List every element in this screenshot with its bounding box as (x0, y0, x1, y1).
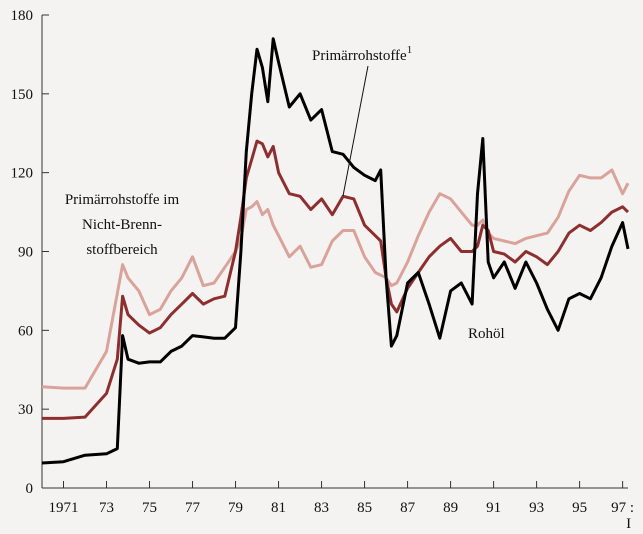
x-tick-label: 89 (443, 500, 458, 516)
x-tick-label: 73 (99, 500, 114, 516)
annotation: Nicht-Brenn- (82, 217, 162, 233)
y-tick-label: 0 (26, 481, 34, 497)
x-tick-label: 77 (185, 500, 201, 516)
annotation: Rohöl (468, 326, 505, 342)
chart: 0 30 60 90 120 150 180 1971 73 75 77 79 81 83 85 87 89 91… (0, 0, 643, 534)
x-tick-label: 81 (271, 500, 286, 516)
y-tick-label: 90 (18, 245, 33, 261)
y-tick-label: 150 (11, 87, 34, 103)
x-tick-label: 87 (400, 500, 416, 516)
x-tick-label: 75 (142, 500, 157, 516)
y-tick-label: 30 (18, 402, 33, 418)
x-tick-label: 97 : (611, 500, 634, 516)
annotation: stoffbereich (86, 242, 158, 258)
quarter-label: I (626, 516, 631, 532)
x-tick-label: 85 (357, 500, 372, 516)
x-tick-label: 1971 (49, 500, 79, 516)
x-tick-label: 95 (572, 500, 587, 516)
x-tick-label: 79 (228, 500, 243, 516)
annotation-text: Primärrohstoffe (312, 48, 407, 64)
x-tick-label: 83 (314, 500, 329, 516)
y-tick-label: 180 (11, 8, 34, 24)
x-tick-label: 93 (529, 500, 544, 516)
y-tick-label: 120 (11, 166, 34, 182)
annotation-sup: 1 (407, 44, 413, 56)
annotation: Primärrohstoffe1 (312, 44, 412, 64)
x-tick-label: 91 (486, 500, 501, 516)
y-tick-label: 60 (18, 323, 33, 339)
annotation: Primärrohstoffe im (65, 192, 180, 208)
